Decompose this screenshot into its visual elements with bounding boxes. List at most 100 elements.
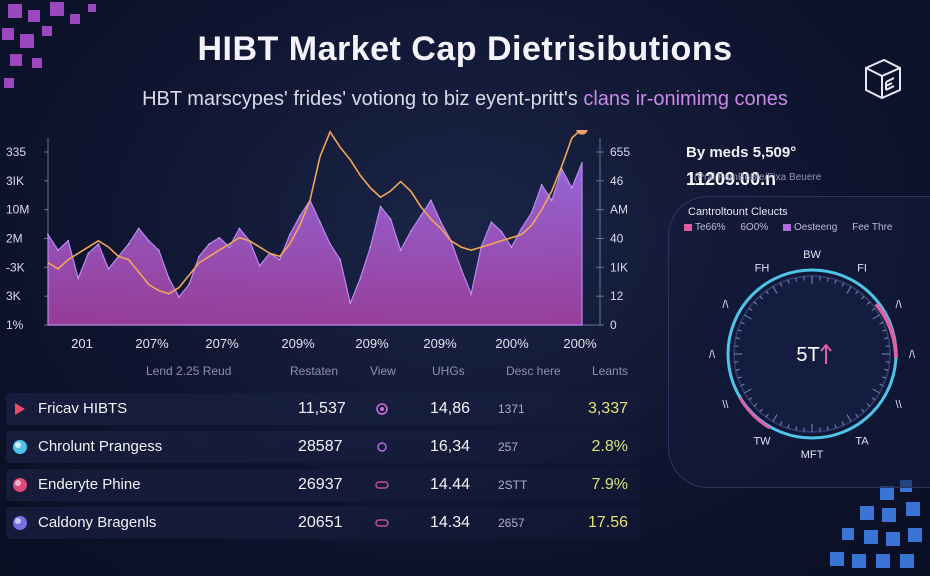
dial-tick: [772, 286, 778, 294]
dial-tick: [861, 408, 865, 413]
dial-tick: [737, 376, 742, 379]
col-header: Lend 2.25 Reud: [146, 364, 232, 378]
area-point: [389, 218, 392, 220]
y-left-tick-label: 10M: [6, 203, 29, 217]
dial-tick: [884, 337, 889, 340]
row-value: 2657: [498, 516, 525, 530]
area-point: [97, 243, 100, 245]
area-point: [460, 268, 462, 270]
area-point: [258, 264, 261, 267]
area-point: [188, 283, 190, 286]
col-header: UHGs: [432, 364, 465, 378]
area-point: [571, 187, 573, 189]
col-header: Desc here: [506, 364, 561, 378]
row-value: 20651: [298, 514, 343, 531]
dial-tick: [735, 368, 740, 371]
dial-legend-item: Oesteeng: [782, 222, 837, 233]
area-point: [278, 258, 281, 261]
dial-tick: [759, 295, 763, 300]
y-right-tick-label: AM: [610, 203, 628, 217]
dial-tick: [866, 301, 871, 305]
y-right-tick-label: 1IK: [610, 260, 628, 274]
pixel-decoration-bottom-right: [830, 480, 922, 568]
y-left-tick-label: 1%: [6, 318, 24, 332]
dial-center-value: 5T: [796, 344, 819, 366]
table-header: Lend 2.25 Reud Restaten View UHGs Desc h…: [0, 364, 660, 378]
dial-label: \\: [896, 399, 903, 411]
stats-line-2: 11209.00.n: [686, 169, 777, 189]
y-left-tick-label: 335: [6, 145, 26, 159]
circle-icon: [13, 516, 27, 530]
dial-tick: [795, 426, 798, 431]
dial-tick: [861, 295, 865, 300]
dial-tick: [882, 329, 887, 332]
y-right-tick-label: 12: [610, 289, 624, 303]
area-point: [178, 296, 180, 298]
series-line: [47, 130, 582, 295]
legend-swatch: [684, 223, 692, 231]
y-left-tick-label: 3K: [6, 289, 21, 303]
stats-panel: By meds 5,509° 11209.00.n (Pral FamBeBle…: [686, 144, 821, 190]
x-tick-label: 209%: [355, 336, 389, 351]
row-name: Fricav HIBTS: [38, 400, 128, 417]
table-row[interactable]: Caldony Bragenls 20651 14.34 2657 17.56: [6, 507, 640, 539]
area-point: [67, 240, 69, 242]
y-right-tick-label: 46: [610, 174, 624, 188]
area-point: [218, 236, 221, 239]
row-value: 28587: [298, 438, 343, 455]
page-subtitle: HBT marscypes' frides' votiong to biz ey…: [0, 88, 930, 111]
area-point: [147, 240, 150, 242]
area-point: [550, 199, 553, 202]
area-point: [349, 302, 352, 304]
area-point: [289, 233, 291, 236]
area-point: [87, 252, 90, 255]
x-tick-label: 209%: [281, 336, 315, 351]
x-tick-label: 200%: [563, 336, 597, 351]
area-point: [77, 277, 80, 280]
dial-accent-arc: [738, 397, 771, 430]
area-point: [409, 230, 412, 233]
dial-tick: [759, 408, 763, 413]
area-point: [329, 243, 331, 245]
swirl-icon: [376, 403, 388, 415]
dial-legend-item: Fee Thre: [852, 222, 893, 233]
area-point: [238, 227, 241, 230]
dial-label: BW: [803, 249, 821, 261]
stats-line-3: (Pral FamBeBle/Fixa Beuere: [694, 172, 822, 183]
area-point: [339, 258, 341, 261]
table-row[interactable]: Chrolunt Prangess 28587 16,34 257 2.8%: [6, 431, 640, 463]
table-row[interactable]: Enderyte Phine 26937 14.44 2STT 7.9%: [6, 469, 640, 501]
area-point: [419, 215, 422, 217]
row-name: Caldony Bragenls: [38, 514, 157, 531]
row-value: 14,86: [430, 400, 471, 417]
col-header: View: [370, 364, 396, 378]
cap-dial-gauge: BW FI /\ /\ \\ TA MFT TW \\ /\ /\ FH 5T: [709, 249, 916, 461]
market-cap-chart: 335 3IK 10M 2M -3K 3K 1% 655 46 AM 40 1IK 12 0 201 207%…: [6, 130, 630, 351]
table-row[interactable]: Fricav HIBTS 11,537 14,86 1371 3,337: [6, 393, 640, 425]
cube-logo-icon: [865, 58, 901, 100]
row-value: 257: [498, 440, 519, 454]
dial-tick: [744, 314, 752, 320]
dial-tick: [871, 397, 876, 401]
dial-tick: [735, 337, 740, 340]
area-point: [228, 246, 231, 248]
dial-tick: [737, 329, 742, 332]
dial-label: /\: [909, 349, 916, 361]
y-right-tick-label: 655: [610, 145, 630, 159]
dial-tick: [841, 421, 845, 426]
dial-title: Cantroltount Cleucts: [688, 206, 788, 218]
area-point: [208, 243, 211, 245]
dial-label: /\: [896, 299, 903, 311]
circle-icon: [13, 478, 27, 492]
dial-tick: [834, 424, 837, 429]
row-value: 3,337: [587, 400, 628, 417]
dial-label: MFT: [801, 449, 824, 461]
dial-tick: [841, 282, 845, 287]
area-point: [490, 221, 493, 223]
area-point: [198, 255, 200, 258]
area-point: [319, 221, 321, 223]
dial-tick: [866, 403, 871, 407]
subtitle-accent: clans ir-onimimg cones: [583, 88, 788, 110]
dial-label: /\: [722, 299, 729, 311]
row-name: Chrolunt Prangess: [38, 438, 163, 455]
